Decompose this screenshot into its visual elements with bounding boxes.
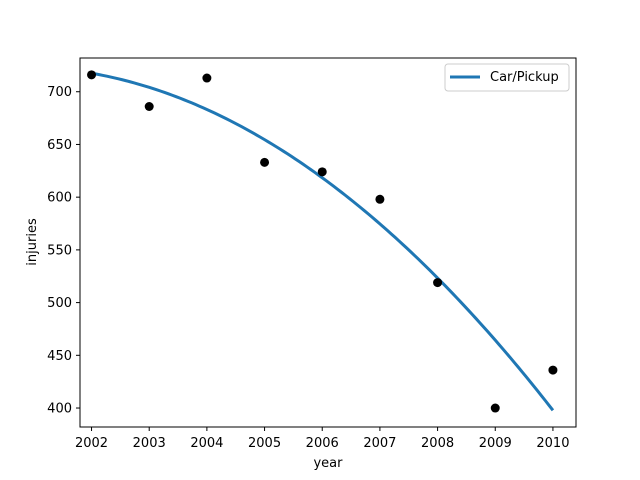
data-point xyxy=(260,157,270,167)
y-tick-label: 550 xyxy=(47,243,72,258)
y-tick-label: 700 xyxy=(47,85,72,100)
y-tick-label: 400 xyxy=(47,402,72,417)
y-tick-label: 650 xyxy=(47,138,72,153)
y-tick-label: 500 xyxy=(47,296,72,311)
plot-layer xyxy=(87,70,558,413)
x-tick-label: 2010 xyxy=(536,436,569,451)
series-line-car-pickup xyxy=(91,71,555,412)
data-point xyxy=(375,194,385,204)
data-point xyxy=(87,70,97,80)
legend: Car/Pickup xyxy=(444,63,570,92)
legend-box xyxy=(444,63,570,92)
x-tick-label: 2008 xyxy=(421,436,454,451)
y-axis-ticks: 400 450 500 550 600 650 700 xyxy=(47,85,80,417)
x-tick-label: 2002 xyxy=(75,436,108,451)
x-tick-label: 2006 xyxy=(306,436,339,451)
x-tick-label: 2004 xyxy=(190,436,223,451)
x-axis-ticks: 2002 2003 2004 2005 2006 2007 2008 2009 2010 xyxy=(75,427,569,451)
data-point xyxy=(202,73,212,83)
data-point xyxy=(144,101,154,111)
x-tick-label: 2007 xyxy=(363,436,396,451)
x-tick-label: 2005 xyxy=(248,436,281,451)
plot-area-frame xyxy=(79,57,577,428)
x-axis-label: year xyxy=(313,456,343,471)
legend-label-car-pickup: Car/Pickup xyxy=(490,70,559,85)
y-tick-label: 450 xyxy=(47,349,72,364)
data-point xyxy=(317,167,327,177)
data-point xyxy=(433,278,443,288)
x-tick-label: 2009 xyxy=(479,436,512,451)
y-axis-label: injuries xyxy=(25,218,40,266)
data-point xyxy=(490,403,500,413)
data-point xyxy=(548,365,558,375)
x-tick-label: 2003 xyxy=(133,436,166,451)
y-tick-label: 600 xyxy=(47,191,72,206)
